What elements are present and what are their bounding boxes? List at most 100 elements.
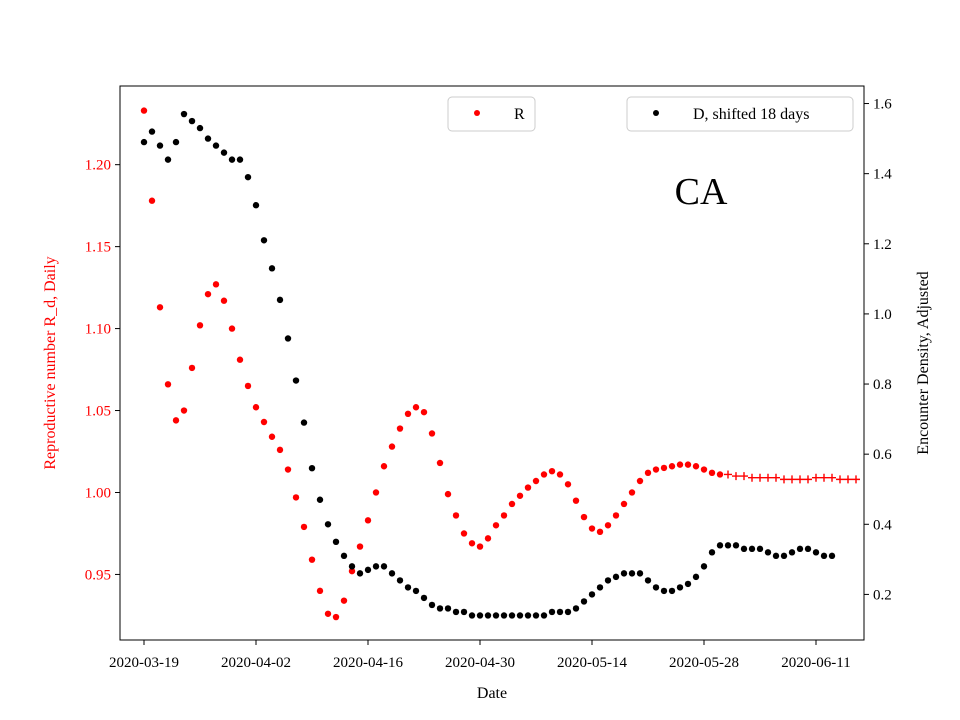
point-r-66	[668, 463, 676, 470]
point-r-2	[156, 304, 164, 311]
point-r-8	[204, 290, 212, 298]
point-d-shifted-18-days-49	[532, 612, 540, 619]
x-tick-label-1: 2020-04-02	[221, 655, 291, 671]
point-d-shifted-18-days-38	[444, 605, 452, 612]
axes-layer: 2020-03-19 2020-04-02 2020-04-16 2020-04-30…	[85, 97, 893, 671]
point-r-1	[148, 197, 156, 204]
point-d-shifted-18-days-55	[580, 598, 588, 605]
point-d-shifted-18-days-52	[556, 608, 564, 616]
point-d-shifted-18-days-28	[364, 566, 372, 574]
point-d-shifted-18-days-70	[700, 563, 708, 570]
legend-r-marker	[474, 110, 480, 116]
point-r-60	[620, 500, 628, 508]
point-d-shifted-18-days-65	[660, 587, 668, 595]
point-d-shifted-18-days-8	[204, 135, 212, 142]
point-r-projected-6	[772, 473, 780, 482]
point-d-shifted-18-days-3	[164, 156, 172, 163]
point-r-9	[212, 281, 220, 288]
point-d-shifted-18-days-33	[404, 584, 412, 591]
point-d-shifted-18-days-45	[500, 612, 508, 619]
point-d-shifted-18-days-4	[172, 138, 180, 146]
point-d-shifted-18-days-61	[628, 570, 636, 577]
point-r-44	[492, 522, 500, 529]
point-d-shifted-18-days-22	[316, 496, 324, 503]
point-r-projected-15	[844, 475, 852, 484]
point-r-26	[348, 567, 356, 575]
plot-frame	[119, 85, 865, 641]
point-r-62	[636, 477, 644, 485]
point-d-shifted-18-days-26	[348, 563, 356, 570]
y-left-tick-label-5: 1.20	[85, 158, 111, 174]
point-d-shifted-18-days-73	[724, 542, 732, 549]
x-axis-title: Date	[477, 685, 507, 702]
point-d-shifted-18-days-67	[676, 584, 684, 591]
point-r-14	[252, 404, 260, 411]
y-left-tick-label-4: 1.15	[85, 240, 111, 256]
point-d-shifted-18-days-25	[340, 552, 348, 560]
point-d-shifted-18-days-57	[596, 584, 604, 591]
y-left-axis-title: Reproductive number R_d, Daily	[42, 256, 59, 469]
point-r-34	[412, 404, 420, 411]
point-d-shifted-18-days-76	[748, 545, 756, 553]
point-r-48	[524, 484, 532, 491]
point-r-68	[684, 461, 692, 468]
point-d-shifted-18-days-86	[828, 552, 836, 560]
point-r-52	[556, 471, 564, 478]
point-r-projected-13	[828, 473, 836, 482]
y-right-tick-label-3: 0.8	[873, 377, 892, 393]
point-d-shifted-18-days-31	[388, 570, 396, 577]
point-r-41	[468, 540, 476, 547]
point-r-projected-11	[812, 473, 820, 482]
point-r-projected-7	[780, 475, 788, 484]
point-d-shifted-18-days-16	[268, 265, 276, 272]
point-r-projected-2	[740, 472, 748, 481]
point-r-projected-9	[796, 475, 804, 484]
point-r-7	[196, 322, 204, 329]
point-d-shifted-18-days-17	[276, 296, 284, 304]
point-d-shifted-18-days-36	[428, 601, 436, 609]
point-r-39	[452, 512, 460, 519]
point-r-projected-3	[748, 473, 756, 482]
y-left-tick-label-2: 1.05	[85, 404, 111, 420]
point-d-shifted-18-days-12	[236, 156, 244, 163]
point-r-67	[676, 461, 684, 468]
point-d-shifted-18-days-81	[788, 549, 796, 556]
point-r-61	[628, 489, 636, 496]
point-r-projected-0	[724, 470, 732, 479]
point-r-46	[508, 500, 516, 508]
point-r-6	[188, 364, 196, 372]
point-r-51	[548, 467, 556, 475]
point-r-37	[436, 459, 444, 467]
point-d-shifted-18-days-32	[396, 577, 404, 584]
point-r-57	[596, 528, 604, 536]
point-d-shifted-18-days-34	[412, 587, 420, 595]
point-r-45	[500, 512, 508, 519]
point-d-shifted-18-days-24	[332, 538, 340, 546]
point-d-shifted-18-days-56	[588, 591, 596, 598]
point-r-32	[396, 425, 404, 432]
legend-d-box	[626, 96, 854, 132]
point-d-shifted-18-days-79	[772, 552, 780, 560]
point-r-13	[244, 382, 252, 390]
point-d-shifted-18-days-50	[540, 612, 548, 619]
y-left-tick-label-1: 1.00	[85, 485, 111, 501]
point-d-shifted-18-days-10	[220, 149, 228, 156]
point-d-shifted-18-days-19	[292, 377, 300, 384]
point-d-shifted-18-days-68	[684, 580, 692, 588]
point-r-36	[428, 430, 436, 437]
point-r-projected-10	[804, 475, 812, 484]
point-d-shifted-18-days-42	[476, 612, 484, 619]
point-r-33	[404, 410, 412, 418]
point-r-47	[516, 492, 524, 499]
point-r-65	[660, 464, 668, 472]
point-r-40	[460, 530, 468, 537]
point-d-shifted-18-days-1	[148, 128, 156, 135]
x-tick-label-4: 2020-05-14	[557, 655, 627, 671]
point-d-shifted-18-days-2	[156, 142, 164, 149]
point-d-shifted-18-days-21	[308, 464, 316, 472]
point-d-shifted-18-days-9	[212, 142, 220, 149]
point-r-projected-8	[788, 475, 796, 484]
point-r-63	[644, 469, 652, 477]
point-r-3	[164, 381, 172, 388]
